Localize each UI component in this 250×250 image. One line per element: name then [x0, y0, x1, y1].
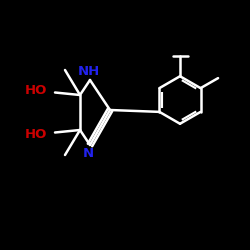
- Text: HO: HO: [25, 128, 48, 141]
- Text: NH: NH: [78, 65, 100, 78]
- Text: N: N: [83, 147, 94, 160]
- Text: HO: HO: [25, 84, 48, 96]
